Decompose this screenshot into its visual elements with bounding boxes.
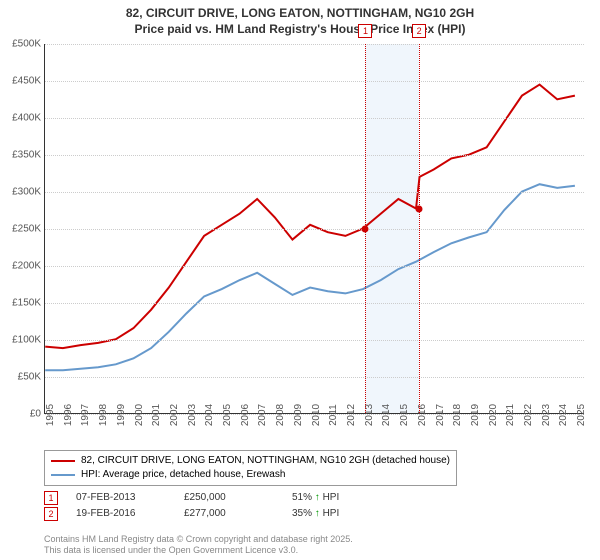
sale-price: £277,000 — [184, 506, 274, 522]
x-axis-label: 2025 — [576, 404, 587, 426]
title-line-2: Price paid vs. HM Land Registry's House … — [0, 22, 600, 38]
sale-vs-hpi: 35% ↑ HPI — [292, 506, 392, 522]
attribution-footer: Contains HM Land Registry data © Crown c… — [44, 534, 353, 556]
x-axis-label: 2007 — [257, 404, 268, 426]
x-axis-label: 2006 — [240, 404, 251, 426]
sale-point-dot — [416, 206, 423, 213]
legend-label: 82, CIRCUIT DRIVE, LONG EATON, NOTTINGHA… — [81, 454, 450, 468]
y-axis-label: £200K — [12, 261, 41, 272]
x-axis-label: 2018 — [452, 404, 463, 426]
sale-date: 19-FEB-2016 — [76, 506, 166, 522]
x-axis-label: 1999 — [116, 404, 127, 426]
y-axis-label: £150K — [12, 298, 41, 309]
x-axis-label: 1995 — [45, 404, 56, 426]
gridline — [45, 192, 584, 193]
y-axis-label: £350K — [12, 150, 41, 161]
y-axis-label: £0 — [30, 409, 41, 420]
sales-table: 1 07-FEB-2013 £250,000 51% ↑ HPI 2 19-FEB-201… — [44, 490, 392, 522]
sale-marker-line — [419, 44, 420, 413]
sale-index-box: 2 — [44, 507, 58, 521]
x-axis-label: 2021 — [505, 404, 516, 426]
gridline — [45, 118, 584, 119]
sale-index-box: 1 — [44, 491, 58, 505]
chart-container: 82, CIRCUIT DRIVE, LONG EATON, NOTTINGHA… — [0, 0, 600, 560]
x-axis-label: 2019 — [470, 404, 481, 426]
gridline — [45, 44, 584, 45]
arrow-up-icon: ↑ — [315, 492, 320, 503]
sale-marker-label: 1 — [358, 24, 372, 38]
series-price_paid — [45, 85, 575, 348]
gridline — [45, 229, 584, 230]
gridline — [45, 266, 584, 267]
title-line-1: 82, CIRCUIT DRIVE, LONG EATON, NOTTINGHA… — [0, 6, 600, 22]
y-axis-label: £250K — [12, 224, 41, 235]
x-axis-label: 2024 — [558, 404, 569, 426]
legend-label: HPI: Average price, detached house, Erew… — [81, 468, 285, 482]
x-axis-label: 2009 — [293, 404, 304, 426]
x-axis-label: 2017 — [435, 404, 446, 426]
sale-marker-label: 2 — [412, 24, 426, 38]
series-hpi — [45, 184, 575, 370]
footer-line-1: Contains HM Land Registry data © Crown c… — [44, 534, 353, 545]
gridline — [45, 303, 584, 304]
x-axis-label: 2004 — [204, 404, 215, 426]
sale-point-dot — [362, 226, 369, 233]
legend-swatch — [51, 474, 75, 476]
x-axis-label: 2020 — [488, 404, 499, 426]
x-axis-label: 1997 — [80, 404, 91, 426]
y-axis-label: £100K — [12, 335, 41, 346]
x-axis-label: 2001 — [151, 404, 162, 426]
sale-vs-hpi: 51% ↑ HPI — [292, 490, 392, 506]
y-axis-label: £50K — [18, 372, 41, 383]
y-axis-label: £500K — [12, 39, 41, 50]
gridline — [45, 81, 584, 82]
sales-row: 2 19-FEB-2016 £277,000 35% ↑ HPI — [44, 506, 392, 522]
legend-item: HPI: Average price, detached house, Erew… — [51, 468, 450, 482]
y-axis-label: £450K — [12, 76, 41, 87]
legend-item: 82, CIRCUIT DRIVE, LONG EATON, NOTTINGHA… — [51, 454, 450, 468]
x-axis-label: 2014 — [381, 404, 392, 426]
gridline — [45, 377, 584, 378]
footer-line-2: This data is licensed under the Open Gov… — [44, 545, 353, 556]
x-axis-label: 2005 — [222, 404, 233, 426]
x-axis-label: 1998 — [98, 404, 109, 426]
y-axis-label: £400K — [12, 113, 41, 124]
arrow-up-icon: ↑ — [315, 508, 320, 519]
x-axis-label: 2010 — [311, 404, 322, 426]
sales-row: 1 07-FEB-2013 £250,000 51% ↑ HPI — [44, 490, 392, 506]
legend-box: 82, CIRCUIT DRIVE, LONG EATON, NOTTINGHA… — [44, 450, 457, 486]
x-axis-label: 2003 — [187, 404, 198, 426]
x-axis-label: 2022 — [523, 404, 534, 426]
sale-date: 07-FEB-2013 — [76, 490, 166, 506]
x-axis-label: 2008 — [275, 404, 286, 426]
plot-area: £0£50K£100K£150K£200K£250K£300K£350K£400… — [44, 44, 584, 414]
x-axis-label: 2012 — [346, 404, 357, 426]
y-axis-label: £300K — [12, 187, 41, 198]
x-axis-label: 1996 — [63, 404, 74, 426]
x-axis-label: 2023 — [541, 404, 552, 426]
gridline — [45, 340, 584, 341]
x-axis-label: 2002 — [169, 404, 180, 426]
gridline — [45, 155, 584, 156]
legend-swatch — [51, 460, 75, 462]
x-axis-label: 2000 — [134, 404, 145, 426]
chart-title: 82, CIRCUIT DRIVE, LONG EATON, NOTTINGHA… — [0, 0, 600, 37]
x-axis-label: 2011 — [328, 404, 339, 426]
sale-price: £250,000 — [184, 490, 274, 506]
x-axis-label: 2015 — [399, 404, 410, 426]
